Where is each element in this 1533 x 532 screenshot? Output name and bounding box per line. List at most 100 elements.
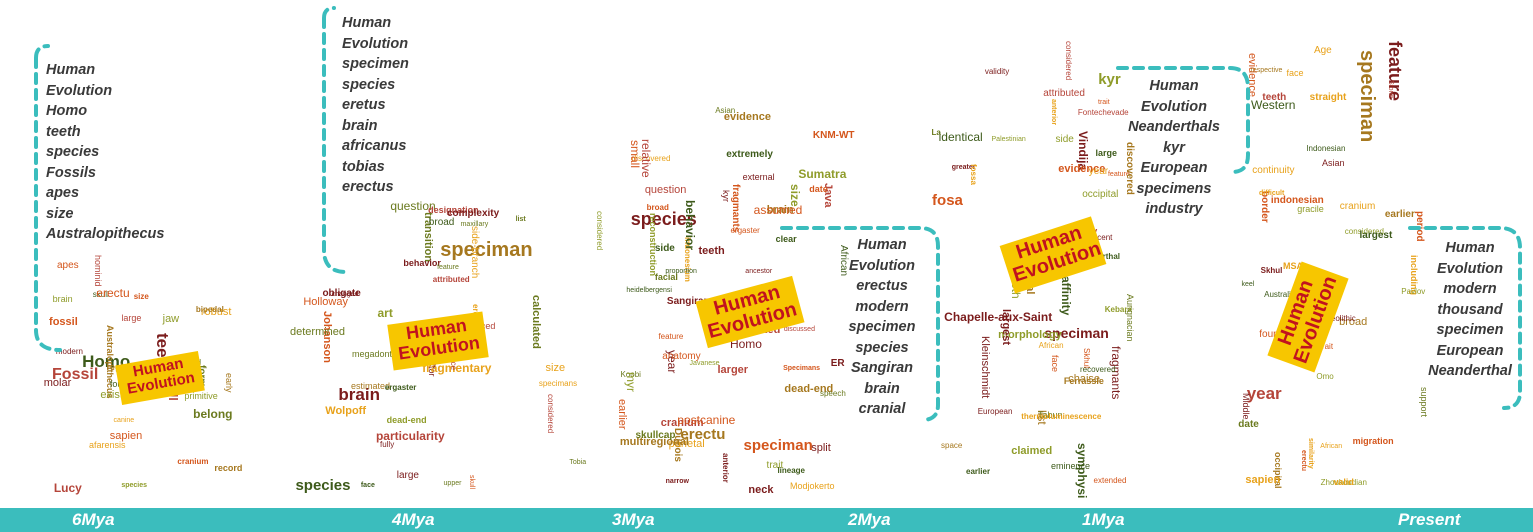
- cloud-word: jaw: [162, 313, 180, 326]
- cloud-word: broad: [646, 203, 669, 213]
- cloud-word: evidence: [723, 111, 771, 124]
- cloud-word: Asian: [1321, 158, 1345, 169]
- cloud-word: extended: [1093, 476, 1127, 486]
- cloud-word: fosa: [932, 192, 963, 210]
- cloud-word: claimed: [1011, 445, 1053, 458]
- cloud-word: Fontechevade: [1077, 107, 1129, 117]
- cloud-word: occipital: [1082, 188, 1119, 200]
- cloud-word: facial: [654, 272, 678, 283]
- timeline-label-2mya: 2Mya: [848, 510, 891, 529]
- cloud-word: Tabun: [1037, 410, 1063, 421]
- bubble-1mya-outline: [1116, 66, 1250, 174]
- cloud-word: Asian: [715, 105, 736, 115]
- cloud-word: modern: [55, 346, 83, 356]
- cloud-word: speech: [819, 388, 846, 398]
- cloud-word: record: [214, 462, 243, 473]
- cloud-word: Age: [1313, 45, 1332, 57]
- cloud-word: attributed: [1043, 88, 1085, 100]
- cloud-word: feature: [1107, 170, 1130, 178]
- timeline-label-present: Present: [1398, 510, 1461, 529]
- cloud-word: European: [977, 407, 1013, 417]
- cloud-word: cranium: [177, 456, 209, 466]
- cloud-word: ancestor: [745, 268, 773, 276]
- cloud-word: speciman: [440, 238, 533, 261]
- timeline-label-4mya: 4Mya: [392, 510, 435, 529]
- cloud-word: trait: [1319, 342, 1334, 352]
- cloud-word: sapien: [109, 430, 143, 443]
- cloud-word: apes: [56, 260, 79, 272]
- cloud-word: large: [1095, 147, 1117, 158]
- cloud-word: gracile: [1297, 204, 1324, 215]
- cloud-word: Lucy: [53, 480, 82, 495]
- cloud-word: recovered: [1079, 364, 1116, 374]
- cloud-word: parietal: [668, 438, 705, 451]
- cloud-word: particularity: [375, 428, 445, 443]
- cloud-word: behavior: [403, 257, 441, 268]
- cloud-word: species: [630, 209, 697, 230]
- cloud-word: found: [1259, 328, 1285, 340]
- cloud-word: upper: [443, 480, 462, 488]
- cloud-word: African: [1320, 443, 1343, 451]
- cloud-word: KNM-WT: [812, 129, 855, 141]
- bubble-4mya-outline: [322, 6, 348, 274]
- figure-present-word-cloud: speciman year feature evidence Skhul Omo face d…: [1235, 40, 1430, 505]
- cloud-word: Sangiran: [666, 296, 710, 308]
- cloud-word: Modjokerto: [789, 481, 835, 492]
- cloud-word: feature: [437, 263, 459, 271]
- cloud-word: eminence: [1051, 461, 1091, 472]
- cloud-word: largest: [1359, 230, 1393, 242]
- cloud-word: ergaster: [730, 225, 760, 235]
- cloud-word: existed: [100, 388, 136, 401]
- cloud-word: erectu: [680, 426, 726, 444]
- cloud-word: designation: [428, 205, 479, 216]
- cloud-word: belong: [193, 406, 233, 421]
- cloud-word: Javanese: [689, 359, 720, 367]
- cloud-word: large: [396, 470, 419, 482]
- bubble-1mya-text: Human Evolution Neanderthals kyr European s…: [1128, 78, 1220, 217]
- cloud-word: earlier: [1384, 208, 1415, 220]
- cloud-word: question: [644, 184, 687, 197]
- cloud-word: anatomy: [662, 350, 701, 362]
- cloud-word: Skhul: [1260, 265, 1283, 275]
- cloud-word: Australium: [1264, 289, 1302, 299]
- bubble-3mya-outline: [780, 226, 940, 422]
- cloud-word: year: [1088, 166, 1109, 178]
- cloud-word: Holloway: [303, 295, 348, 308]
- cloud-word: difficult: [1259, 190, 1285, 198]
- timeline-label-1mya: 1Mya: [1082, 510, 1125, 529]
- cloud-word: determined: [290, 325, 346, 338]
- cloud-word: Fossil: [52, 365, 99, 383]
- cloud-word: sapien: [1245, 473, 1281, 486]
- cloud-word: bipedal: [195, 304, 224, 314]
- cloud-word: discovered: [631, 153, 671, 163]
- cloud-word: ergaster: [384, 382, 417, 392]
- cloud-word: cranium: [660, 417, 704, 430]
- cloud-word: lineage: [777, 465, 806, 475]
- cloud-word: Homo: [729, 337, 762, 352]
- cloud-word: continuity: [1252, 165, 1295, 177]
- cloud-word: art: [377, 306, 393, 321]
- cloud-word: broad: [1339, 316, 1368, 329]
- bubble-present-text: Human Evolution modern thousand specimen Eu…: [1428, 240, 1512, 379]
- cloud-word: identical: [938, 129, 983, 144]
- bubble-6mya-outline: [34, 44, 62, 352]
- timeline-label-3mya: 3Mya: [612, 510, 655, 529]
- cloud-word: clear: [775, 233, 797, 244]
- cloud-word: straight: [1309, 91, 1347, 103]
- cloud-word: brain: [338, 384, 380, 404]
- cloud-word: broad: [428, 217, 455, 229]
- cloud-word: side: [1055, 133, 1074, 145]
- cloud-word: species: [121, 482, 147, 490]
- cloud-word: Western: [1250, 98, 1296, 113]
- cloud-word: Koobi: [620, 370, 641, 380]
- cloud-word: Zhoukoudian: [1320, 478, 1367, 488]
- cloud-word: Pavlov: [1401, 286, 1426, 296]
- cloud-word: Palestinian: [991, 135, 1026, 143]
- cloud-word: larger: [717, 363, 749, 376]
- cloud-word: side: [654, 242, 675, 254]
- cloud-word: erectu: [96, 285, 130, 300]
- cloud-word: extremely: [726, 149, 773, 160]
- bubble-3mya-text: Human Evolution erectus modern specimen spe…: [848, 237, 916, 417]
- cloud-word: fully: [379, 439, 395, 449]
